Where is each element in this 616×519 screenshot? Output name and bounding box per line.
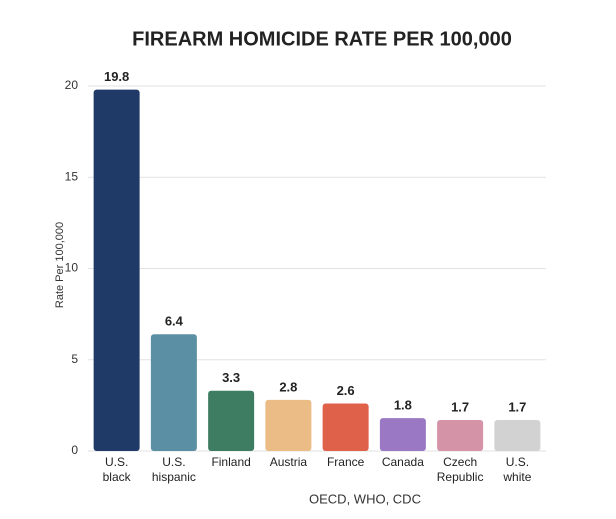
x-tick-label: Finland [211,455,251,469]
x-tick-label: Czech Republic [436,455,484,484]
y-tick-label: 5 [71,352,78,366]
value-label: 1.8 [394,398,412,413]
y-tick-label: 15 [65,169,79,183]
bar [208,390,255,451]
y-tick-label: 10 [65,261,79,275]
value-label: 1.7 [508,399,526,414]
x-tick-label: Canada [381,455,424,469]
x-tick-label: U.S. hispanic [151,455,196,484]
bar [150,334,197,451]
value-label: 6.4 [165,314,184,329]
y-tick-label: 20 [65,78,79,92]
source: OECD, WHO, CDC [309,491,421,506]
bar [322,403,369,451]
bar [93,89,140,452]
y-tick-label: 0 [71,443,78,457]
bar [265,399,312,451]
value-label: 1.7 [451,399,469,414]
value-label: 19.8 [104,69,129,84]
value-label: 2.6 [337,383,355,398]
value-label: 2.8 [279,379,297,394]
chart-title: FIREARM HOMICIDE RATE PER 100,000 [132,28,512,50]
x-tick-label: France [326,455,365,469]
bar [437,419,484,451]
bar [494,419,541,451]
x-tick-label: Austria [269,455,308,469]
value-label: 3.3 [222,370,240,385]
y-axis-label: Rate Per 100,000 [54,222,66,308]
bar [379,418,426,451]
x-tick-label: U.S. white [503,455,532,484]
x-tick-label: U.S. black [102,455,131,484]
